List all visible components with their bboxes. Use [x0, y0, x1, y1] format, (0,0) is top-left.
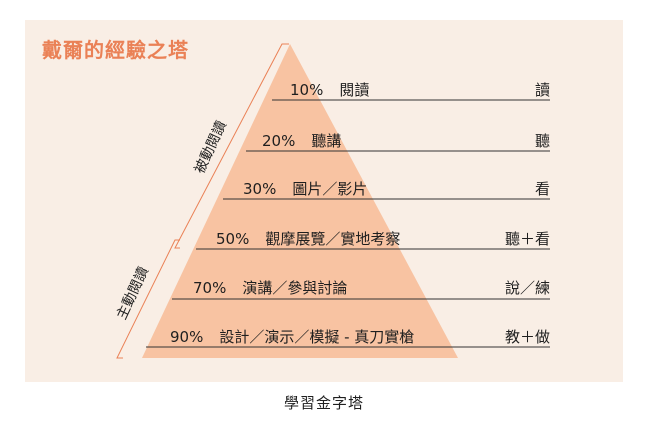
row-sense: 聽＋看 — [504, 230, 550, 248]
pyramid-row-label: 30% 圖片／影片 — [243, 178, 367, 199]
figure-caption: 學習金字塔 — [283, 394, 364, 412]
row-activity: 設計／演示／模擬 - 真刀實槍 — [219, 328, 415, 346]
passive-bracket — [174, 43, 289, 249]
row-percent: 20% — [262, 132, 296, 150]
row-activity: 閱讀 — [339, 81, 370, 99]
row-activity: 演講／參與討論 — [242, 279, 348, 297]
row-activity: 圖片／影片 — [292, 180, 368, 198]
pyramid-shape — [142, 44, 458, 358]
pyramid-row-label: 10% 閱讀 — [290, 79, 369, 100]
pyramid-row-label: 90% 設計／演示／模擬 - 真刀實槍 — [170, 326, 414, 347]
pyramid-row-label: 20% 聽講 — [262, 130, 341, 151]
active-bracket — [116, 239, 180, 359]
row-sense: 看 — [534, 180, 550, 198]
row-sense: 聽 — [534, 132, 550, 150]
diagram-title: 戴爾的經驗之塔 — [42, 38, 189, 62]
row-percent: 50% — [216, 230, 250, 248]
row-sense: 讀 — [534, 81, 550, 99]
row-percent: 90% — [170, 328, 204, 346]
row-percent: 30% — [243, 180, 277, 198]
pyramid-row-label: 70% 演講／參與討論 — [193, 277, 347, 298]
row-sense: 教＋做 — [504, 328, 550, 346]
row-activity: 觀摩展覽／實地考察 — [265, 230, 401, 248]
row-percent: 70% — [193, 279, 227, 297]
row-activity: 聽講 — [311, 132, 342, 150]
row-percent: 10% — [290, 81, 324, 99]
row-sense: 說／練 — [504, 279, 550, 297]
pyramid-row-label: 50% 觀摩展覽／實地考察 — [216, 228, 400, 249]
